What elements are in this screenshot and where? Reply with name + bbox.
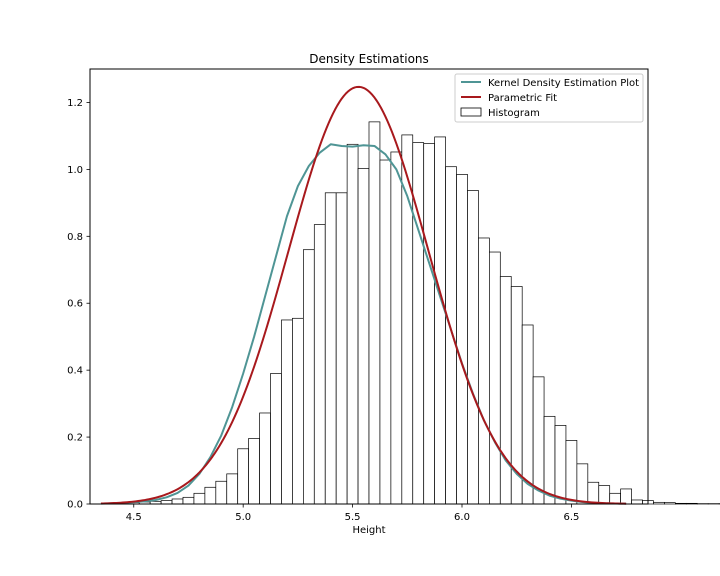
legend-histogram-swatch — [460, 107, 482, 117]
histogram-bar — [587, 481, 600, 505]
histogram-bar — [160, 500, 173, 505]
histogram-bar — [281, 319, 293, 505]
legend-kde-label: Kernel Density Estimation Plot — [488, 78, 639, 89]
histogram-bar — [357, 168, 370, 505]
legend-parametric-label: Parametric Fit — [488, 93, 557, 104]
x-tick-label: 4.5 — [126, 512, 142, 523]
y-axis-ticks: 0.0 0.2 0.4 0.6 0.8 1.0 1.2 — [67, 98, 90, 511]
histogram-bar — [554, 425, 567, 505]
histogram-bar — [499, 276, 512, 505]
x-axis-ticks: 4.5 5.0 5.5 6.0 6.5 — [126, 504, 579, 523]
histogram-bar — [390, 151, 403, 505]
histogram-bar — [674, 502, 687, 505]
histogram-bar — [204, 486, 217, 505]
histogram-bar — [368, 121, 381, 505]
histogram-bar — [412, 142, 425, 505]
histogram-bar — [434, 136, 446, 505]
x-axis-label: Height — [352, 525, 385, 536]
histogram-bar — [445, 166, 457, 505]
histogram-bar — [248, 438, 260, 505]
histogram-bar — [379, 159, 392, 505]
histogram-bar — [478, 237, 490, 505]
histogram-bar — [182, 496, 195, 505]
histogram-bar — [313, 224, 326, 505]
histogram-bar — [685, 502, 698, 505]
histogram-bar — [543, 415, 556, 505]
histogram-bar — [532, 376, 545, 505]
histogram-bar — [259, 412, 271, 505]
histogram-bar — [270, 373, 282, 505]
histogram-bar — [292, 317, 304, 505]
x-tick-label: 5.5 — [345, 512, 361, 523]
legend-histogram-label: Histogram — [488, 108, 540, 119]
chart-title: Density Estimations — [309, 52, 429, 66]
y-tick-label: 1.0 — [67, 165, 83, 176]
histogram-bar — [171, 498, 184, 505]
y-tick-label: 0.2 — [67, 433, 83, 444]
histogram-bar — [467, 190, 479, 505]
histogram-bar — [215, 480, 228, 505]
y-tick-label: 0.4 — [67, 366, 83, 377]
legend-box — [454, 73, 644, 123]
x-tick-label: 5.0 — [235, 512, 251, 523]
histogram-bar — [620, 488, 632, 505]
histogram-bar — [303, 249, 315, 505]
histogram-bar — [653, 501, 665, 505]
histogram-bar — [664, 502, 676, 505]
x-tick-label: 6.0 — [454, 512, 470, 523]
histogram-bar — [237, 448, 250, 505]
parametric-fit-line — [100, 85, 627, 505]
histogram-bar — [423, 143, 435, 505]
y-tick-label: 0.0 — [67, 500, 83, 511]
legend: Kernel Density Estimation Plot Parametri… — [454, 73, 644, 123]
x-tick-label: 6.5 — [563, 512, 579, 523]
histogram-bar — [576, 463, 589, 505]
y-tick-label: 0.8 — [67, 232, 83, 243]
histogram-bar — [226, 473, 239, 505]
histogram-bar — [346, 143, 359, 505]
histogram-bar — [631, 499, 643, 505]
histogram-bars — [106, 121, 720, 505]
histogram-bar — [598, 485, 611, 505]
histogram-bar — [565, 440, 578, 505]
histogram-bar — [324, 192, 337, 505]
density-lines — [100, 85, 627, 505]
histogram-bar — [335, 192, 348, 505]
histogram-bar — [489, 251, 501, 505]
y-tick-label: 0.6 — [67, 299, 83, 310]
histogram-bar — [456, 174, 468, 505]
histogram-bar — [193, 492, 206, 505]
y-tick-label: 1.2 — [67, 98, 83, 109]
plot-area-frame — [89, 68, 649, 505]
